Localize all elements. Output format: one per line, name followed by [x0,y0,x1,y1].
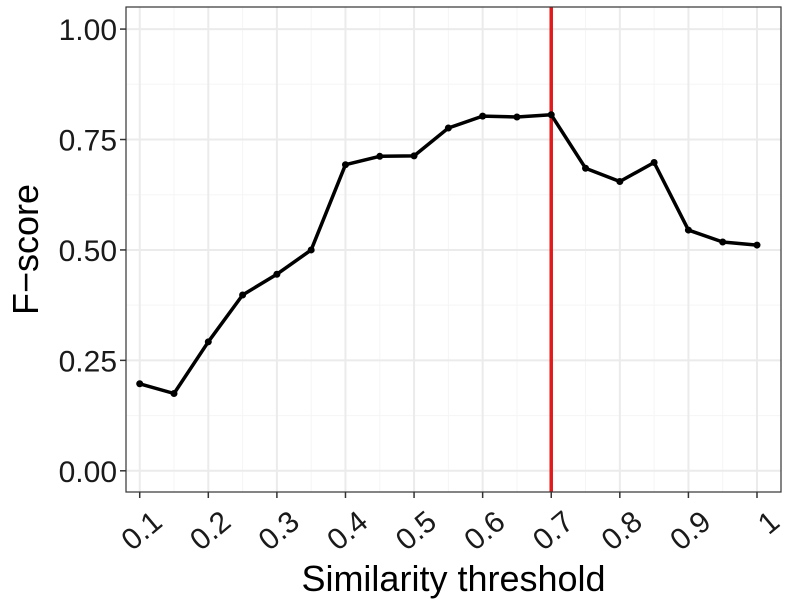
data-point [650,158,658,166]
x-tick-label: 0.4 [321,505,374,557]
data-point [239,291,247,299]
y-tick-label: 0.25 [59,345,117,378]
series-layer [136,111,761,397]
x-tick-label: 0.7 [527,505,580,557]
y-axis: 0.00 0.25 0.50 0.75 1.00 [59,14,126,489]
data-point [582,164,590,172]
grid-lines [126,7,781,492]
y-tick-label: 0.50 [59,235,117,268]
x-tick-label: 0.6 [458,505,511,557]
data-point [410,152,418,160]
data-point [513,113,521,121]
data-point [170,389,178,397]
x-tick-label: 1 [752,505,786,541]
x-axis-title: Similarity threshold [301,558,605,599]
x-axis: 0.1 0.2 0.3 0.4 0.5 0.6 0.7 0.8 0.9 1 [115,492,786,557]
data-point [136,380,144,388]
data-point [444,124,452,132]
x-tick-label: 0.2 [184,505,237,557]
data-point [479,112,487,120]
data-point [547,111,555,119]
x-tick-label: 0.8 [596,505,649,557]
y-tick-label: 0.00 [59,456,117,489]
data-point [753,241,761,249]
x-tick-label: 0.3 [253,505,306,557]
x-tick-label: 0.1 [115,505,168,557]
y-tick-label: 0.75 [59,125,117,158]
data-point [341,161,349,169]
data-point [719,238,727,246]
data-point [204,338,212,346]
data-point [616,177,624,185]
x-tick-label: 0.5 [390,505,443,557]
y-axis-title: F−score [5,184,46,315]
data-point [273,270,281,278]
data-point [307,246,315,254]
x-tick-label: 0.9 [664,505,717,557]
y-tick-label: 1.00 [59,14,117,47]
data-point [376,152,384,160]
data-point [684,226,692,234]
